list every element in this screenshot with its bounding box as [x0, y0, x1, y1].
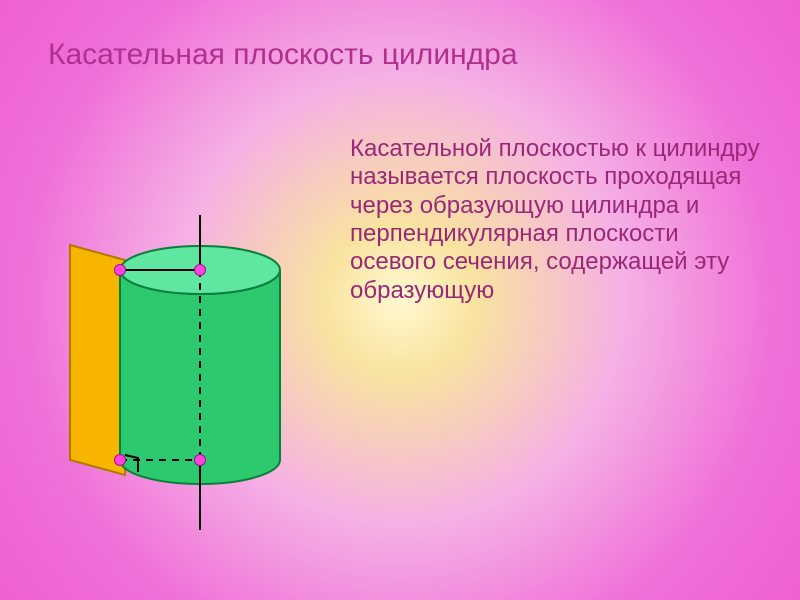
definition-text: Касательной плоскостью к цилиндру называ… [350, 135, 760, 305]
slide-title: Касательная плоскость цилиндра [48, 38, 518, 72]
cylinder-diagram [30, 200, 330, 540]
cylinder-svg [30, 200, 330, 540]
slide: Касательная плоскость цилиндра Касательн… [0, 0, 800, 600]
